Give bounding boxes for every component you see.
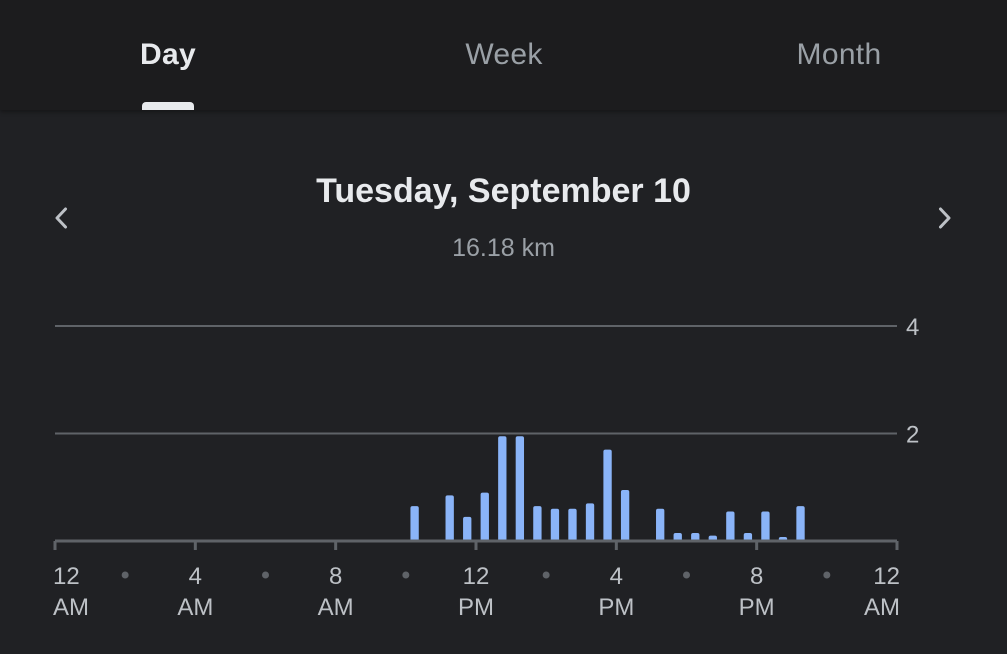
tab-month-label: Month [796,38,882,71]
next-day-button[interactable] [922,196,966,240]
bar [550,508,560,542]
previous-day-button[interactable] [40,196,84,240]
bar [568,508,577,542]
bar [726,511,735,542]
x-tick-label: 4 [189,563,202,590]
y-tick-label: 2 [906,422,919,449]
x-minor-tick-dot [402,571,410,579]
x-tick-label: 12 [463,563,490,590]
x-tick-label: 12 [53,563,80,590]
bar [603,449,612,542]
tab-week-label: Week [465,38,543,71]
x-tick-label: 4 [610,563,623,590]
x-minor-tick-dot [542,571,550,579]
bar [656,508,665,542]
tab-week[interactable]: Week [336,0,672,110]
x-tick-label: PM [739,594,775,621]
x-tick-label: 8 [750,563,763,590]
distance-bar-chart: 2 4 12 AM 4 AM 8 AM 12 PM 4 PM 8 PM 12 AM [53,314,919,621]
x-minor-tick-dot [683,571,690,579]
bar [796,506,805,542]
x-minor-tick-dot [121,571,129,579]
bar [585,503,595,542]
x-minor-tick-dot [823,571,831,579]
x-tick-label: AM [53,594,89,621]
bar [533,506,542,542]
x-tick-label: 12 [873,563,900,590]
x-tick-label: 8 [329,563,342,590]
x-tick-label: PM [458,594,494,621]
x-tick-label: AM [177,594,213,621]
active-tab-indicator [142,102,194,110]
chevron-left-icon [55,207,67,229]
x-minor-tick-dot [262,571,269,579]
distance-total: 16.18 km [452,234,555,262]
bar [480,492,489,542]
tab-day[interactable]: Day [0,0,336,110]
bar [463,516,472,542]
y-tick-label: 4 [906,314,919,341]
bar [498,436,507,542]
x-tick-label: PM [598,594,634,621]
chevron-right-icon [939,207,951,229]
x-tick-label: AM [864,594,900,621]
bar [445,495,454,542]
bar [761,511,770,542]
bar [410,506,419,542]
tab-day-label: Day [140,38,196,71]
tab-month[interactable]: Month [671,0,1007,110]
x-tick-label: AM [318,594,354,621]
bar [515,436,525,542]
tab-bar: Day Week Month [0,0,1007,110]
date-title: Tuesday, September 10 [316,172,691,210]
bar [620,489,630,542]
